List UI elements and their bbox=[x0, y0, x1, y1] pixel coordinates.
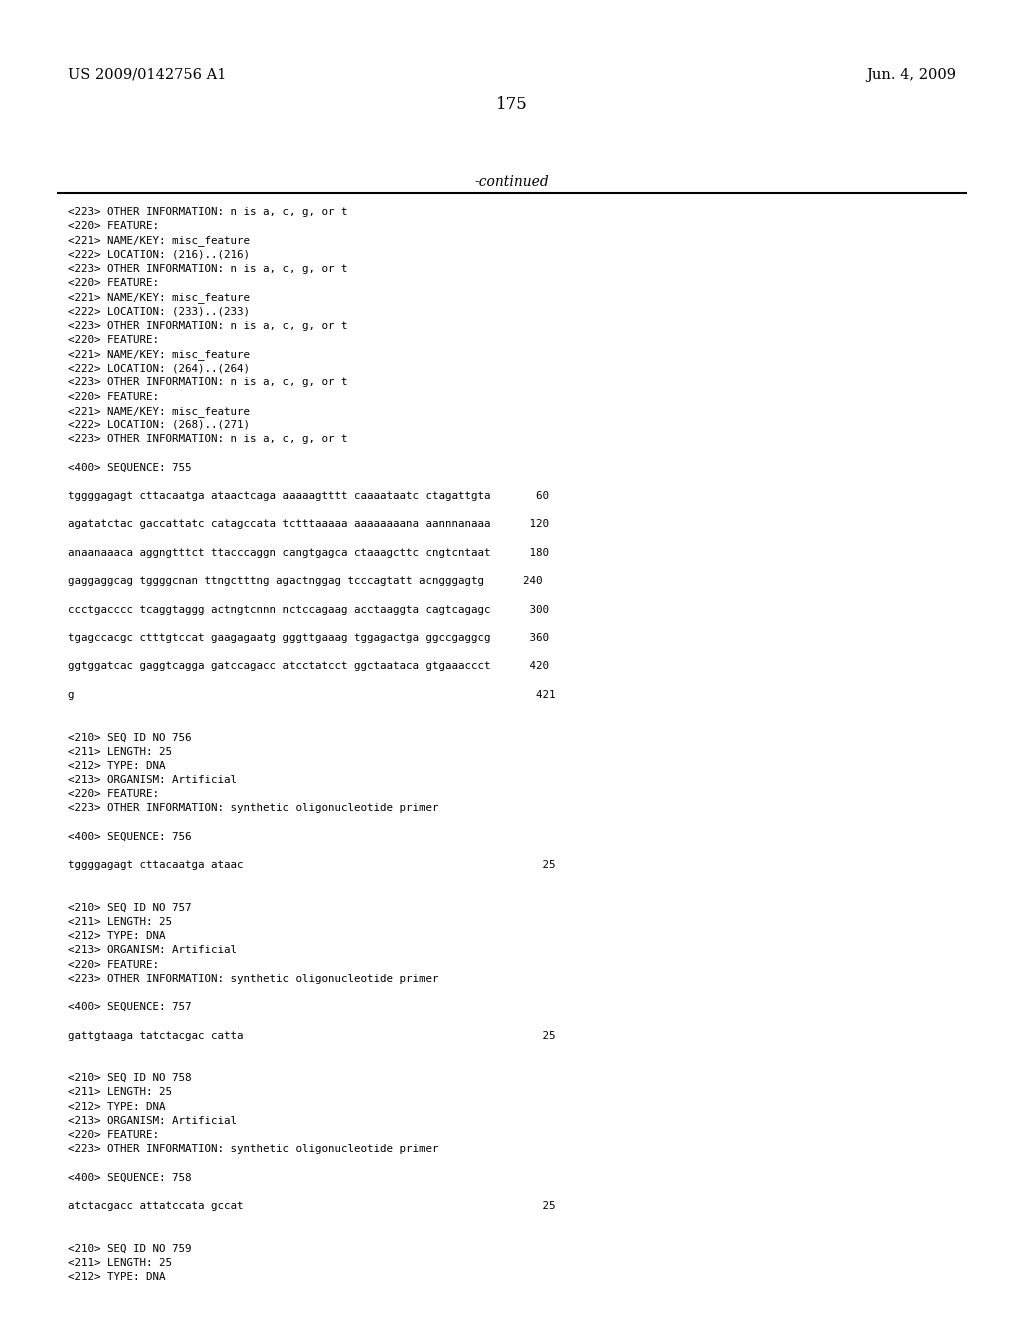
Text: <211> LENGTH: 25: <211> LENGTH: 25 bbox=[68, 917, 172, 927]
Text: <222> LOCATION: (264)..(264): <222> LOCATION: (264)..(264) bbox=[68, 363, 250, 374]
Text: <212> TYPE: DNA: <212> TYPE: DNA bbox=[68, 1102, 166, 1111]
Text: <211> LENGTH: 25: <211> LENGTH: 25 bbox=[68, 1088, 172, 1097]
Text: <220> FEATURE:: <220> FEATURE: bbox=[68, 960, 159, 970]
Text: <223> OTHER INFORMATION: synthetic oligonucleotide primer: <223> OTHER INFORMATION: synthetic oligo… bbox=[68, 804, 438, 813]
Text: <211> LENGTH: 25: <211> LENGTH: 25 bbox=[68, 747, 172, 756]
Text: <222> LOCATION: (268)..(271): <222> LOCATION: (268)..(271) bbox=[68, 420, 250, 430]
Text: Jun. 4, 2009: Jun. 4, 2009 bbox=[866, 69, 956, 82]
Text: -continued: -continued bbox=[475, 176, 549, 189]
Text: <400> SEQUENCE: 758: <400> SEQUENCE: 758 bbox=[68, 1172, 191, 1183]
Text: gattgtaaga tatctacgac catta                                              25: gattgtaaga tatctacgac catta 25 bbox=[68, 1031, 555, 1040]
Text: <221> NAME/KEY: misc_feature: <221> NAME/KEY: misc_feature bbox=[68, 292, 250, 304]
Text: ccctgacccc tcaggtaggg actngtcnnn nctccagaag acctaaggta cagtcagagc      300: ccctgacccc tcaggtaggg actngtcnnn nctccag… bbox=[68, 605, 549, 615]
Text: <213> ORGANISM: Artificial: <213> ORGANISM: Artificial bbox=[68, 1115, 237, 1126]
Text: 175: 175 bbox=[496, 96, 528, 114]
Text: <222> LOCATION: (233)..(233): <222> LOCATION: (233)..(233) bbox=[68, 306, 250, 317]
Text: <210> SEQ ID NO 756: <210> SEQ ID NO 756 bbox=[68, 733, 191, 742]
Text: <220> FEATURE:: <220> FEATURE: bbox=[68, 789, 159, 799]
Text: tggggagagt cttacaatga ataactcaga aaaaagtttt caaaataatc ctagattgta       60: tggggagagt cttacaatga ataactcaga aaaaagt… bbox=[68, 491, 549, 502]
Text: <223> OTHER INFORMATION: n is a, c, g, or t: <223> OTHER INFORMATION: n is a, c, g, o… bbox=[68, 321, 347, 330]
Text: <212> TYPE: DNA: <212> TYPE: DNA bbox=[68, 760, 166, 771]
Text: <212> TYPE: DNA: <212> TYPE: DNA bbox=[68, 931, 166, 941]
Text: tgagccacgc ctttgtccat gaagagaatg gggttgaaag tggagactga ggccgaggcg      360: tgagccacgc ctttgtccat gaagagaatg gggttga… bbox=[68, 634, 549, 643]
Text: <210> SEQ ID NO 758: <210> SEQ ID NO 758 bbox=[68, 1073, 191, 1084]
Text: <221> NAME/KEY: misc_feature: <221> NAME/KEY: misc_feature bbox=[68, 235, 250, 247]
Text: anaanaaaca aggngtttct ttacccaggn cangtgagca ctaaagcttc cngtcntaat      180: anaanaaaca aggngtttct ttacccaggn cangtga… bbox=[68, 548, 549, 558]
Text: US 2009/0142756 A1: US 2009/0142756 A1 bbox=[68, 69, 226, 82]
Text: <223> OTHER INFORMATION: n is a, c, g, or t: <223> OTHER INFORMATION: n is a, c, g, o… bbox=[68, 207, 347, 216]
Text: g                                                                       421: g 421 bbox=[68, 690, 555, 700]
Text: <220> FEATURE:: <220> FEATURE: bbox=[68, 279, 159, 288]
Text: <223> OTHER INFORMATION: synthetic oligonucleotide primer: <223> OTHER INFORMATION: synthetic oligo… bbox=[68, 974, 438, 983]
Text: <213> ORGANISM: Artificial: <213> ORGANISM: Artificial bbox=[68, 945, 237, 956]
Text: <210> SEQ ID NO 759: <210> SEQ ID NO 759 bbox=[68, 1243, 191, 1254]
Text: <210> SEQ ID NO 757: <210> SEQ ID NO 757 bbox=[68, 903, 191, 913]
Text: <221> NAME/KEY: misc_feature: <221> NAME/KEY: misc_feature bbox=[68, 348, 250, 360]
Text: <213> ORGANISM: Artificial: <213> ORGANISM: Artificial bbox=[68, 775, 237, 785]
Text: <400> SEQUENCE: 756: <400> SEQUENCE: 756 bbox=[68, 832, 191, 842]
Text: <220> FEATURE:: <220> FEATURE: bbox=[68, 1130, 159, 1140]
Text: atctacgacc attatccata gccat                                              25: atctacgacc attatccata gccat 25 bbox=[68, 1201, 555, 1210]
Text: <221> NAME/KEY: misc_feature: <221> NAME/KEY: misc_feature bbox=[68, 405, 250, 417]
Text: <223> OTHER INFORMATION: n is a, c, g, or t: <223> OTHER INFORMATION: n is a, c, g, o… bbox=[68, 378, 347, 387]
Text: <220> FEATURE:: <220> FEATURE: bbox=[68, 392, 159, 401]
Text: gaggaggcag tggggcnan ttngctttng agactnggag tcccagtatt acngggagtg      240: gaggaggcag tggggcnan ttngctttng agactngg… bbox=[68, 577, 543, 586]
Text: <400> SEQUENCE: 757: <400> SEQUENCE: 757 bbox=[68, 1002, 191, 1012]
Text: <212> TYPE: DNA: <212> TYPE: DNA bbox=[68, 1272, 166, 1282]
Text: agatatctac gaccattatc catagccata tctttaaaaa aaaaaaaana aannnanaaa      120: agatatctac gaccattatc catagccata tctttaa… bbox=[68, 519, 549, 529]
Text: ggtggatcac gaggtcagga gatccagacc atcctatcct ggctaataca gtgaaaccct      420: ggtggatcac gaggtcagga gatccagacc atcctat… bbox=[68, 661, 549, 672]
Text: <211> LENGTH: 25: <211> LENGTH: 25 bbox=[68, 1258, 172, 1267]
Text: <223> OTHER INFORMATION: n is a, c, g, or t: <223> OTHER INFORMATION: n is a, c, g, o… bbox=[68, 264, 347, 273]
Text: <220> FEATURE:: <220> FEATURE: bbox=[68, 222, 159, 231]
Text: tggggagagt cttacaatga ataac                                              25: tggggagagt cttacaatga ataac 25 bbox=[68, 861, 555, 870]
Text: <220> FEATURE:: <220> FEATURE: bbox=[68, 335, 159, 345]
Text: <223> OTHER INFORMATION: n is a, c, g, or t: <223> OTHER INFORMATION: n is a, c, g, o… bbox=[68, 434, 347, 445]
Text: <222> LOCATION: (216)..(216): <222> LOCATION: (216)..(216) bbox=[68, 249, 250, 260]
Text: <400> SEQUENCE: 755: <400> SEQUENCE: 755 bbox=[68, 462, 191, 473]
Text: <223> OTHER INFORMATION: synthetic oligonucleotide primer: <223> OTHER INFORMATION: synthetic oligo… bbox=[68, 1144, 438, 1154]
